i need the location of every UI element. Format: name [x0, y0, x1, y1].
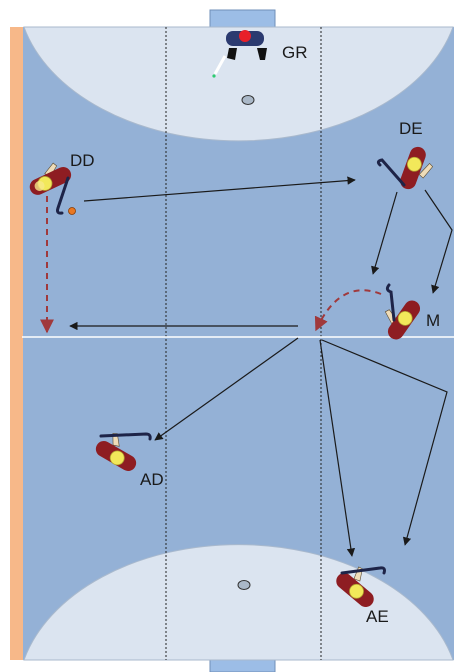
gr-stick [213, 55, 227, 75]
player-dd [29, 162, 72, 195]
ad-stick [99, 432, 152, 441]
gr-pad-right [257, 48, 267, 60]
arrow-de-run [424, 189, 453, 294]
ad-head [109, 450, 125, 466]
arrow-m-to-ad [154, 337, 299, 441]
gr-pad-left [227, 48, 237, 60]
player-gr [212, 30, 267, 78]
label-gr: GR [282, 43, 308, 62]
ae-stick [340, 566, 386, 575]
de-arm [418, 162, 434, 179]
label-ae: AE [366, 607, 389, 626]
arrow-de-to-m [371, 191, 398, 275]
dashed-arrow-m-run [314, 289, 382, 332]
label-de: DE [399, 119, 423, 138]
gr-stick-tip [212, 74, 216, 78]
ball [68, 207, 76, 215]
top-penalty-spot [241, 95, 255, 105]
label-dd: DD [70, 151, 95, 170]
arrow-dd-to-de [83, 176, 356, 202]
side-band [10, 27, 23, 660]
arrow-m-to-ae [319, 339, 356, 557]
m-stick [385, 283, 396, 322]
ae-head [349, 583, 364, 599]
label-ad: AD [140, 470, 164, 489]
gr-head [239, 30, 251, 42]
m-head [397, 310, 413, 326]
top-area [23, 26, 454, 142]
dd-stick [56, 176, 70, 215]
de-head [406, 156, 422, 172]
bottom-penalty-spot [237, 580, 251, 590]
player-de [400, 146, 434, 190]
dd-head-2 [34, 180, 45, 191]
label-m: M [426, 311, 440, 330]
de-stick [376, 158, 406, 187]
arrow-m-run [321, 339, 448, 546]
